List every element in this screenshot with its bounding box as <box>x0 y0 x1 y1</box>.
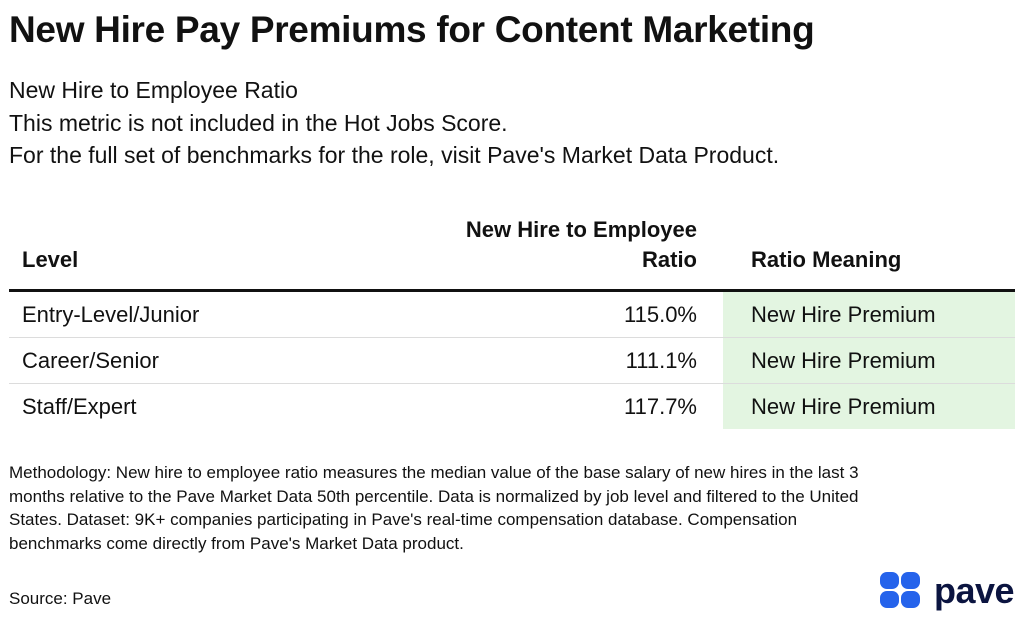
page-title: New Hire Pay Premiums for Content Market… <box>9 9 815 50</box>
cell-meaning: New Hire Premium <box>723 384 1015 429</box>
header-level: Level <box>22 247 79 272</box>
logo-text: pave <box>934 570 1015 611</box>
header-ratio-line1: New Hire to Employee <box>465 217 697 242</box>
subtitle-line: New Hire to Employee Ratio <box>9 77 298 103</box>
table-row: Staff/Expert 117.7% New Hire Premium <box>9 384 1015 429</box>
table-header: Level New Hire to Employee Ratio Ratio M… <box>9 214 1015 292</box>
methodology-note: Methodology: New hire to employee ratio … <box>9 463 859 553</box>
cell-ratio: 115.0% <box>624 302 697 327</box>
cell-meaning: New Hire Premium <box>723 292 1015 337</box>
header-meaning: Ratio Meaning <box>751 247 902 272</box>
subtitle-block: New Hire to Employee Ratio This metric i… <box>9 74 779 172</box>
cell-level: Career/Senior <box>22 348 159 373</box>
source-note: Source: Pave <box>9 589 112 608</box>
header-ratio-line2: Ratio <box>642 247 697 272</box>
ratio-table: Level New Hire to Employee Ratio Ratio M… <box>9 214 1015 429</box>
cell-level: Staff/Expert <box>22 394 137 419</box>
cell-ratio: 117.7% <box>624 394 697 419</box>
table-row: Career/Senior 111.1% New Hire Premium <box>9 338 1015 384</box>
subtitle-line: For the full set of benchmarks for the r… <box>9 142 780 168</box>
pave-logo: pave <box>880 570 1015 611</box>
table-row: Entry-Level/Junior 115.0% New Hire Premi… <box>9 292 1015 338</box>
cell-meaning: New Hire Premium <box>723 338 1015 383</box>
header-ratio: New Hire to Employee Ratio <box>397 215 697 275</box>
cell-level: Entry-Level/Junior <box>22 302 200 327</box>
pave-logo-icon <box>880 572 921 610</box>
cell-ratio: 111.1% <box>625 348 697 373</box>
subtitle-line: This metric is not included in the Hot J… <box>9 109 508 136</box>
